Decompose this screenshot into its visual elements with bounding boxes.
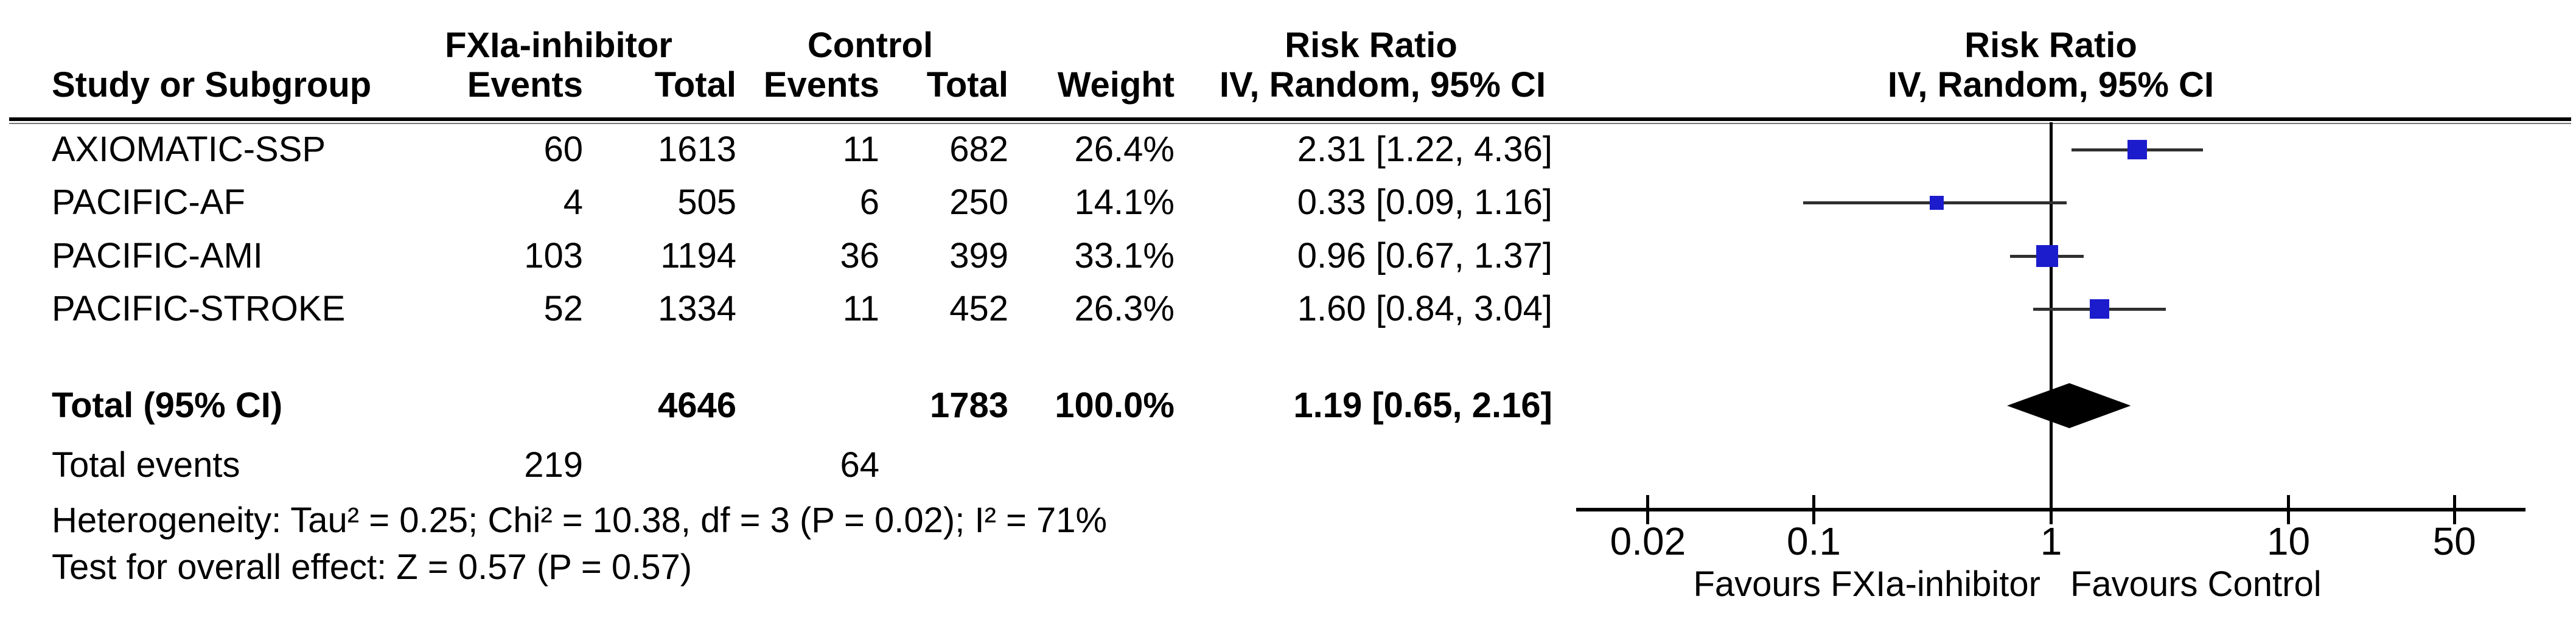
study-label: AXIOMATIC-SSP [52,130,326,169]
events-trt-value: 103 [524,236,583,276]
header-separator-line [9,117,2571,121]
group-header-treatment: FXIa-inhibitor [445,26,672,65]
total-trt-value: 1194 [660,236,736,276]
events-trt-value: 52 [543,289,583,328]
effect-ci-value: 0.96 [0.67, 1.37] [1297,236,1552,276]
axis-tick-label: 0.1 [1787,519,1841,563]
total-ctl-value: 250 [949,182,1008,222]
point-estimate-square [1930,195,1944,210]
effect-ci-value: 2.31 [1.22, 4.36] [1297,130,1552,169]
method-header-left: IV, Random, 95% CI [1219,65,1546,105]
effect-ci-value: 0.33 [0.09, 1.16] [1297,182,1552,222]
total-ctl-value: 682 [949,130,1008,169]
total-trt-sum: 4646 [657,386,736,425]
col-header-events-treatment: Events [467,65,583,105]
header-separator-line-2 [9,123,2571,124]
weight-value: 26.3% [1074,289,1175,328]
overall-effect-test: Test for overall effect: Z = 0.57 (P = 0… [52,547,693,587]
total-trt-value: 505 [677,182,736,222]
total-ctl-sum: 1783 [929,386,1008,425]
col-header-total-control: Total [926,65,1008,105]
weight-value: 33.1% [1074,236,1175,276]
axis-tick [2287,495,2290,524]
total-trt-value: 1334 [657,289,736,328]
events-ctl-value: 36 [840,236,879,276]
total-label: Total (95% CI) [52,386,283,425]
total-events-ctl-value: 64 [840,445,879,485]
study-label: PACIFIC-STROKE [52,289,346,328]
total-ctl-value: 452 [949,289,1008,328]
total-events-label: Total events [52,445,240,485]
pooled-effect-diamond [2006,383,2131,428]
favours-treatment-label: Favours FXIa-inhibitor [1693,564,2040,604]
weight-value: 26.4% [1074,130,1175,169]
events-trt-value: 60 [543,130,583,169]
point-estimate-square [2090,299,2110,319]
axis-tick [1812,495,1815,524]
axis-tick [2050,495,2053,524]
favours-control-label: Favours Control [2070,564,2322,604]
col-header-events-control: Events [763,65,879,105]
total-weight: 100.0% [1055,386,1175,425]
method-header-right: IV, Random, 95% CI [1887,65,2215,105]
weight-value: 14.1% [1074,182,1175,222]
study-label: PACIFIC-AMI [52,236,263,276]
heterogeneity-stats: Heterogeneity: Tau² = 0.25; Chi² = 10.38… [52,501,1108,540]
events-ctl-value: 11 [842,130,879,169]
events-trt-value: 4 [563,182,583,222]
events-ctl-value: 6 [859,182,879,222]
col-header-total-treatment: Total [654,65,736,105]
point-estimate-square [2036,245,2058,267]
group-header-control: Control [807,26,934,65]
study-label: PACIFIC-AF [52,182,245,222]
effect-ci-value: 1.60 [0.84, 3.04] [1297,289,1552,328]
axis-tick-label: 10 [2266,519,2311,563]
col-header-weight: Weight [1057,65,1175,105]
effect-header-right: Risk Ratio [1964,26,2137,65]
axis-tick [1646,495,1650,524]
axis-tick-label: 0.02 [1610,519,1686,563]
total-ctl-value: 399 [949,236,1008,276]
axis-tick-label: 1 [2040,519,2062,563]
total-trt-value: 1613 [657,130,736,169]
axis-tick [2452,495,2456,524]
effect-header-left: Risk Ratio [1285,26,1457,65]
total-effect-ci: 1.19 [0.65, 2.16] [1293,386,1552,425]
null-effect-line [2050,122,2053,524]
total-events-trt-value: 219 [524,445,583,485]
events-ctl-value: 11 [842,289,879,328]
point-estimate-square [2127,140,2148,159]
axis-tick-label: 50 [2432,519,2476,563]
col-header-study: Study or Subgroup [52,65,372,105]
